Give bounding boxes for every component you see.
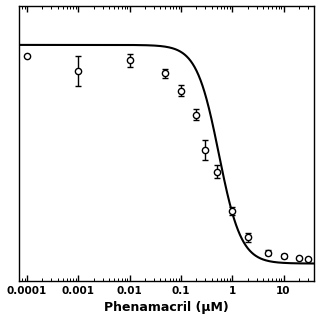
X-axis label: Phenamacril (μM): Phenamacril (μM) xyxy=(104,301,229,315)
